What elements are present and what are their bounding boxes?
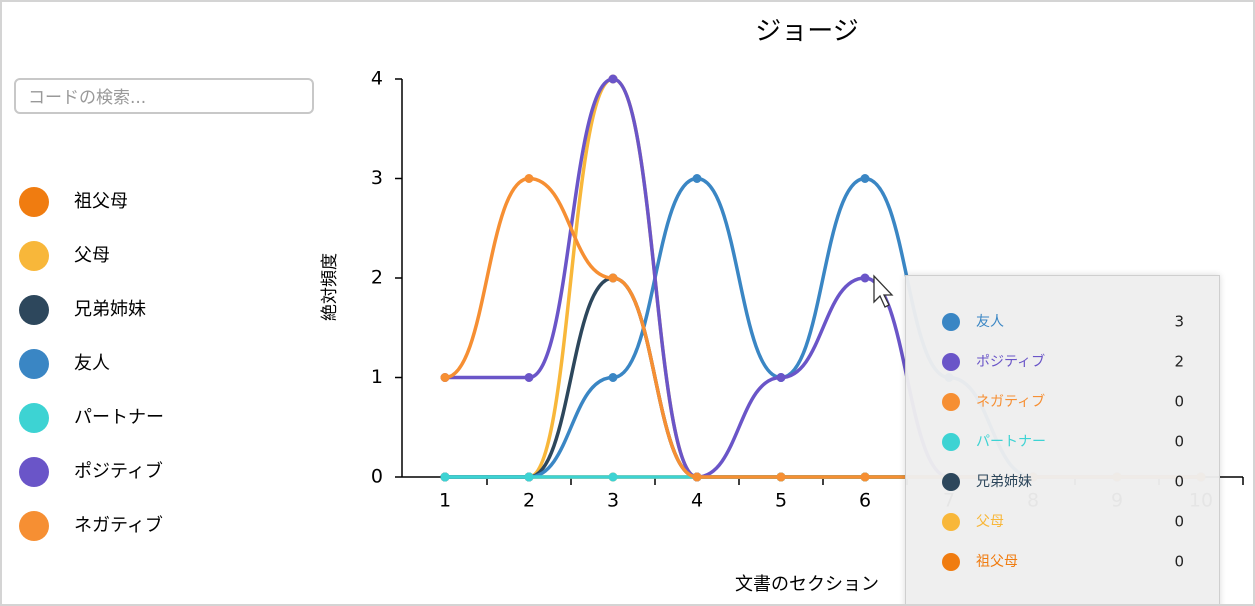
data-point <box>524 174 534 183</box>
legend-swatch <box>19 295 49 325</box>
x-tick-label: 4 <box>691 490 703 512</box>
y-tick-label: 1 <box>371 366 383 388</box>
y-tick-label: 2 <box>371 267 383 289</box>
data-point <box>440 472 450 482</box>
x-tick-label: 6 <box>859 490 871 512</box>
tooltip-swatch <box>942 473 960 491</box>
legend-label: 祖父母 <box>74 191 128 212</box>
legend-label: 友人 <box>74 353 110 374</box>
tooltip-label: 父母 <box>976 514 1004 530</box>
tooltip-label: ネガティブ <box>976 393 1045 410</box>
data-point <box>776 472 786 482</box>
legend-swatch <box>19 457 49 487</box>
tooltip-swatch <box>942 353 960 371</box>
data-point <box>692 174 702 183</box>
legend-label: 兄弟姉妹 <box>74 299 146 320</box>
tooltip-value: 3 <box>1174 313 1184 331</box>
data-point <box>860 472 870 482</box>
legend-swatch <box>19 241 49 271</box>
data-point <box>608 74 618 84</box>
tooltip-content: 友人 3 ポジティブ 2 ネガティブ 0 パートナー 0 兄弟姉妹 0 父母 0 祖父母 0 <box>942 313 1184 571</box>
data-point <box>440 472 450 482</box>
data-point <box>608 273 618 283</box>
data-point <box>524 373 534 382</box>
legend-swatch <box>19 187 49 217</box>
tooltip-swatch <box>942 433 960 451</box>
data-point <box>860 174 870 183</box>
data-point <box>440 472 450 482</box>
data-point <box>608 472 618 482</box>
data-point <box>776 472 786 482</box>
data-point <box>776 373 786 382</box>
data-point <box>692 472 702 482</box>
tooltip-value: 0 <box>1174 553 1184 571</box>
tooltip-label: 兄弟姉妹 <box>976 474 1032 490</box>
x-axis-label: 文書のセクション <box>735 574 879 595</box>
data-point <box>860 472 870 482</box>
data-point <box>524 472 534 482</box>
data-point <box>440 373 450 382</box>
chart-title: ジョージ <box>755 17 858 47</box>
data-point <box>860 472 870 482</box>
data-point <box>776 472 786 482</box>
data-point <box>440 373 450 382</box>
data-point <box>776 472 786 482</box>
data-point <box>860 273 870 283</box>
data-point <box>524 472 534 482</box>
cursor <box>873 274 894 308</box>
tooltip-swatch <box>942 553 960 571</box>
tooltip-value: 0 <box>1174 433 1184 451</box>
legend-swatch <box>19 403 49 433</box>
tooltip: 友人 3 ポジティブ 2 ネガティブ 0 パートナー 0 兄弟姉妹 0 父母 0 祖父母 0 <box>905 275 1220 604</box>
data-point <box>692 472 702 482</box>
data-point <box>608 74 618 84</box>
data-point <box>776 472 786 482</box>
data-point <box>692 472 702 482</box>
search-box[interactable]: コードの検索... <box>14 78 314 114</box>
data-point <box>692 472 702 482</box>
data-point <box>524 472 534 482</box>
y-tick-label: 4 <box>371 68 383 90</box>
data-point <box>860 472 870 482</box>
x-tick-label: 2 <box>523 490 535 512</box>
y-tick-label: 3 <box>371 167 383 189</box>
tooltip-value: 0 <box>1174 473 1184 491</box>
x-tick-label: 5 <box>775 490 787 512</box>
y-axis-label: 絶対頻度 <box>320 253 340 321</box>
legend-label: ネガティブ <box>74 514 163 536</box>
data-point <box>860 472 870 482</box>
data-point <box>440 472 450 482</box>
data-point <box>608 273 618 283</box>
data-point <box>524 472 534 482</box>
x-tick-label: 1 <box>439 490 451 512</box>
tooltip-value: 2 <box>1174 353 1184 371</box>
data-point <box>692 472 702 482</box>
tooltip-value: 0 <box>1174 513 1184 531</box>
data-point <box>692 472 702 482</box>
data-point <box>608 373 618 382</box>
x-tick-label: 3 <box>607 490 619 512</box>
tooltip-value: 0 <box>1174 393 1184 411</box>
tooltip-label: パートナー <box>976 434 1046 450</box>
legend-label: パートナー <box>74 407 164 428</box>
tooltip-label: 友人 <box>976 314 1004 330</box>
tooltip-label: 祖父母 <box>976 554 1018 570</box>
y-tick-label: 0 <box>371 466 383 488</box>
legend-swatch <box>19 511 49 541</box>
data-point <box>776 373 786 382</box>
tooltip-swatch <box>942 313 960 331</box>
data-point <box>608 472 618 482</box>
tooltip-label: ポジティブ <box>976 353 1045 370</box>
tooltip-swatch <box>942 513 960 531</box>
tooltip-swatch <box>942 393 960 411</box>
data-point <box>524 472 534 482</box>
legend-label: ポジティブ <box>74 460 163 482</box>
data-point <box>440 472 450 482</box>
legend-label: 父母 <box>74 245 110 266</box>
legend-swatch <box>19 349 49 379</box>
